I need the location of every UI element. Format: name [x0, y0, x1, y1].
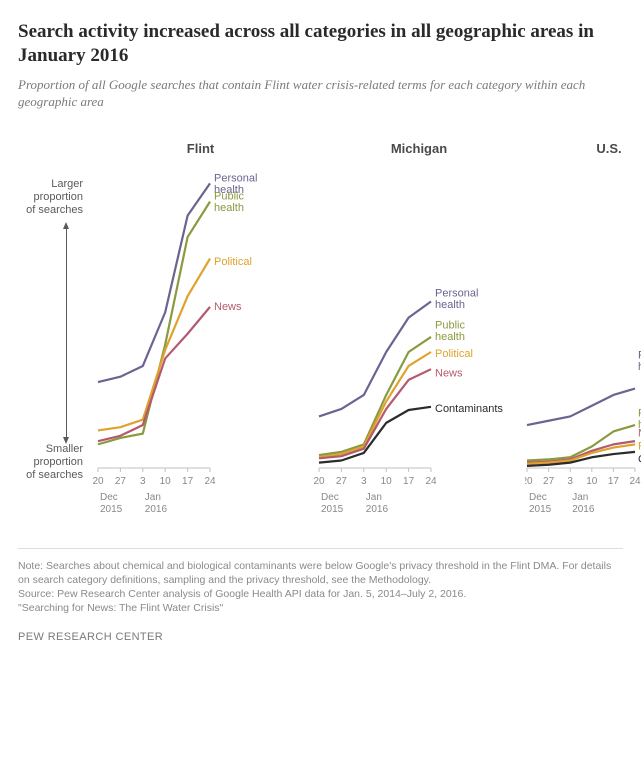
x-month-label: Dec: [100, 492, 118, 503]
x-month-label: Jan: [572, 492, 588, 503]
x-tick-label: 3: [567, 476, 573, 487]
note-line: "Searching for News: The Flint Water Cri…: [18, 601, 623, 615]
x-month-label: Jan: [145, 492, 161, 503]
series-line: [98, 258, 210, 430]
series-label: News: [435, 367, 463, 379]
x-month-label: Dec: [321, 492, 339, 503]
panel-title: Michigan: [313, 141, 525, 156]
x-tick-label: 17: [403, 476, 415, 487]
x-tick-label: 24: [425, 476, 437, 487]
x-tick-label: 17: [182, 476, 194, 487]
panel-title: Flint: [88, 141, 313, 156]
note-line: Source: Pew Research Center analysis of …: [18, 587, 623, 601]
y-axis-arrow-icon: [66, 228, 67, 438]
x-tick-label: 10: [160, 476, 172, 487]
x-year-label: 2015: [100, 504, 123, 515]
series-line: [319, 301, 431, 416]
panel-title: U.S.: [525, 141, 641, 156]
chart-panel: Michigan 20 27 3 10 17 24 Dec2015 Jan2016 Persona…: [313, 141, 525, 528]
x-year-label: 2016: [366, 504, 389, 515]
x-tick-label: 27: [336, 476, 348, 487]
series-label: Personalhealth: [435, 287, 478, 311]
x-tick-label: 20: [525, 476, 533, 487]
x-tick-label: 27: [543, 476, 555, 487]
chart-subtitle: Proportion of all Google searches that c…: [18, 76, 623, 111]
chart-svg: 20 27 3 10 17 24 Dec2015 Jan2016 Personalhealth P…: [313, 168, 525, 528]
series-label: Publichealth: [435, 319, 465, 343]
chart-panel: FlintLarger proportion of searchesSmalle…: [88, 141, 313, 528]
x-month-label: Jan: [366, 492, 382, 503]
chart-svg: 20273101724Dec2015Jan2016PersonalhealthP…: [88, 168, 313, 528]
chart-svg: 20273101724Dec2015Jan2016PersonalhealthP…: [525, 168, 641, 528]
series-line: [98, 306, 210, 440]
x-tick-label: 27: [115, 476, 127, 487]
series-line: [98, 201, 210, 444]
series-label: Contaminants: [435, 403, 503, 415]
series-label: Political: [214, 255, 252, 267]
x-tick-label: 24: [204, 476, 216, 487]
x-tick-label: 20: [92, 476, 104, 487]
x-year-label: 2016: [145, 504, 168, 515]
y-axis-labels: Larger proportion of searches Smaller pro…: [18, 168, 83, 528]
panels-row: Flint Larger proportion of searches Smalle…: [18, 141, 623, 528]
x-tick-label: 17: [608, 476, 620, 487]
series-line: [98, 183, 210, 382]
series-line: [319, 352, 431, 457]
brand-label: PEW RESEARCH CENTER: [18, 631, 623, 643]
x-tick-label: 24: [629, 476, 641, 487]
y-axis-top-label: Larger proportion of searches: [18, 178, 83, 218]
series-line: [527, 388, 635, 425]
y-axis-bottom-label: Smaller proportion of searches: [18, 443, 83, 483]
series-label: Political: [435, 348, 473, 360]
series-line: [319, 369, 431, 458]
x-tick-label: 3: [361, 476, 367, 487]
x-year-label: 2015: [529, 504, 552, 515]
x-year-label: 2015: [321, 504, 344, 515]
x-year-label: 2016: [572, 504, 595, 515]
chart-title: Search activity increased across all cat…: [18, 20, 623, 68]
series-label: News: [214, 300, 242, 312]
x-tick-label: 3: [140, 476, 146, 487]
chart-notes: Note: Searches about chemical and biolog…: [18, 548, 623, 616]
chart-panel: U.S.20273101724Dec2015Jan2016Personalhea…: [525, 141, 641, 528]
x-tick-label: 10: [586, 476, 598, 487]
x-tick-label: 20: [313, 476, 325, 487]
series-label: Publichealth: [214, 190, 244, 214]
x-tick-label: 10: [381, 476, 393, 487]
note-line: Note: Searches about chemical and biolog…: [18, 559, 623, 587]
x-month-label: Dec: [529, 492, 547, 503]
